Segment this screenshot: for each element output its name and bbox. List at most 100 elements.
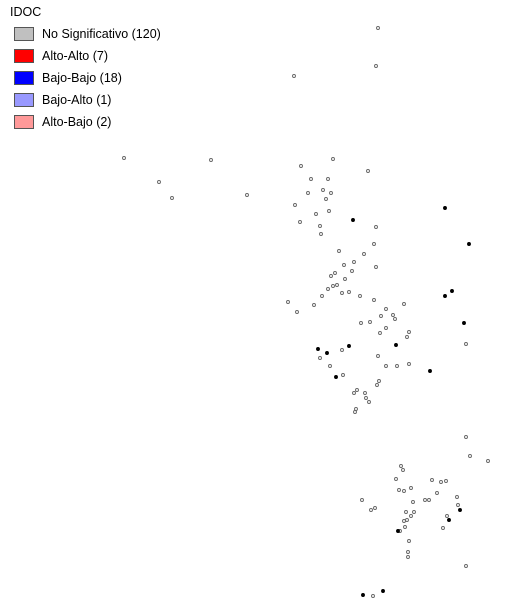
not-significant-point (326, 177, 330, 181)
not-significant-point (464, 564, 468, 568)
legend-swatch-bajo-alto (14, 92, 34, 107)
not-significant-point (427, 498, 431, 502)
not-significant-point (327, 209, 331, 213)
not-significant-point (309, 177, 313, 181)
significant-point (381, 589, 385, 593)
not-significant-point (324, 197, 328, 201)
not-significant-point (405, 518, 409, 522)
not-significant-point (402, 302, 406, 306)
not-significant-point (331, 284, 335, 288)
not-significant-point (312, 303, 316, 307)
not-significant-point (423, 498, 427, 502)
not-significant-point (406, 550, 410, 554)
legend-item-no-significativo: No Significativo (120) (14, 24, 161, 43)
legend-item-alto-alto: Alto-Alto (7) (14, 46, 161, 65)
not-significant-point (464, 342, 468, 346)
significant-point (447, 518, 451, 522)
significant-point (467, 242, 471, 246)
not-significant-point (399, 464, 403, 468)
not-significant-point (368, 320, 372, 324)
not-significant-point (439, 480, 443, 484)
not-significant-point (402, 519, 406, 523)
not-significant-point (360, 498, 364, 502)
significant-point (325, 351, 329, 355)
not-significant-point (362, 252, 366, 256)
not-significant-point (341, 373, 345, 377)
not-significant-point (376, 354, 380, 358)
not-significant-point (406, 555, 410, 559)
not-significant-point (404, 510, 408, 514)
significant-point (334, 375, 338, 379)
not-significant-point (455, 495, 459, 499)
not-significant-point (326, 287, 330, 291)
legend-item-bajo-alto: Bajo-Alto (1) (14, 90, 161, 109)
not-significant-point (355, 388, 359, 392)
significant-point (428, 369, 432, 373)
not-significant-point (384, 326, 388, 330)
not-significant-point (366, 169, 370, 173)
legend-swatch-no-significativo (14, 26, 34, 41)
not-significant-point (340, 348, 344, 352)
not-significant-point (372, 298, 376, 302)
not-significant-point (359, 321, 363, 325)
not-significant-point (384, 364, 388, 368)
not-significant-point (333, 271, 337, 275)
not-significant-point (298, 220, 302, 224)
not-significant-point (295, 310, 299, 314)
legend-swatch-alto-alto (14, 48, 34, 63)
legend-title: IDOC (10, 5, 42, 19)
not-significant-point (299, 164, 303, 168)
not-significant-point (122, 156, 126, 160)
not-significant-point (407, 330, 411, 334)
map-legend: IDOC No Significativo (120) Alto-Alto (7… (10, 4, 161, 134)
not-significant-point (394, 477, 398, 481)
not-significant-point (363, 391, 367, 395)
significant-point (462, 321, 466, 325)
not-significant-point (342, 263, 346, 267)
not-significant-point (328, 364, 332, 368)
not-significant-point (350, 269, 354, 273)
significant-point (443, 294, 447, 298)
legend-label: No Significativo (120) (42, 26, 161, 41)
significant-point (351, 218, 355, 222)
not-significant-point (347, 290, 351, 294)
not-significant-point (441, 526, 445, 530)
not-significant-point (456, 503, 460, 507)
significant-point (396, 529, 400, 533)
not-significant-point (292, 74, 296, 78)
significant-point (443, 206, 447, 210)
not-significant-point (374, 265, 378, 269)
not-significant-point (407, 362, 411, 366)
legend-swatch-alto-bajo (14, 114, 34, 129)
legend-item-bajo-bajo: Bajo-Bajo (18) (14, 68, 161, 87)
significant-point (450, 289, 454, 293)
significant-point (458, 508, 462, 512)
not-significant-point (170, 196, 174, 200)
not-significant-point (468, 454, 472, 458)
not-significant-point (391, 313, 395, 317)
not-significant-point (384, 307, 388, 311)
not-significant-point (354, 407, 358, 411)
not-significant-point (321, 188, 325, 192)
not-significant-point (393, 317, 397, 321)
not-significant-point (157, 180, 161, 184)
not-significant-point (464, 435, 468, 439)
not-significant-point (379, 314, 383, 318)
not-significant-point (374, 225, 378, 229)
not-significant-point (293, 203, 297, 207)
not-significant-point (435, 491, 439, 495)
not-significant-point (245, 193, 249, 197)
not-significant-point (329, 274, 333, 278)
not-significant-point (444, 479, 448, 483)
significant-point (316, 347, 320, 351)
not-significant-point (343, 277, 347, 281)
not-significant-point (352, 391, 356, 395)
not-significant-point (319, 232, 323, 236)
legend-swatch-bajo-bajo (14, 70, 34, 85)
not-significant-point (364, 396, 368, 400)
not-significant-point (445, 514, 449, 518)
not-significant-point (318, 356, 322, 360)
not-significant-point (340, 291, 344, 295)
legend-label: Bajo-Alto (1) (42, 92, 112, 107)
